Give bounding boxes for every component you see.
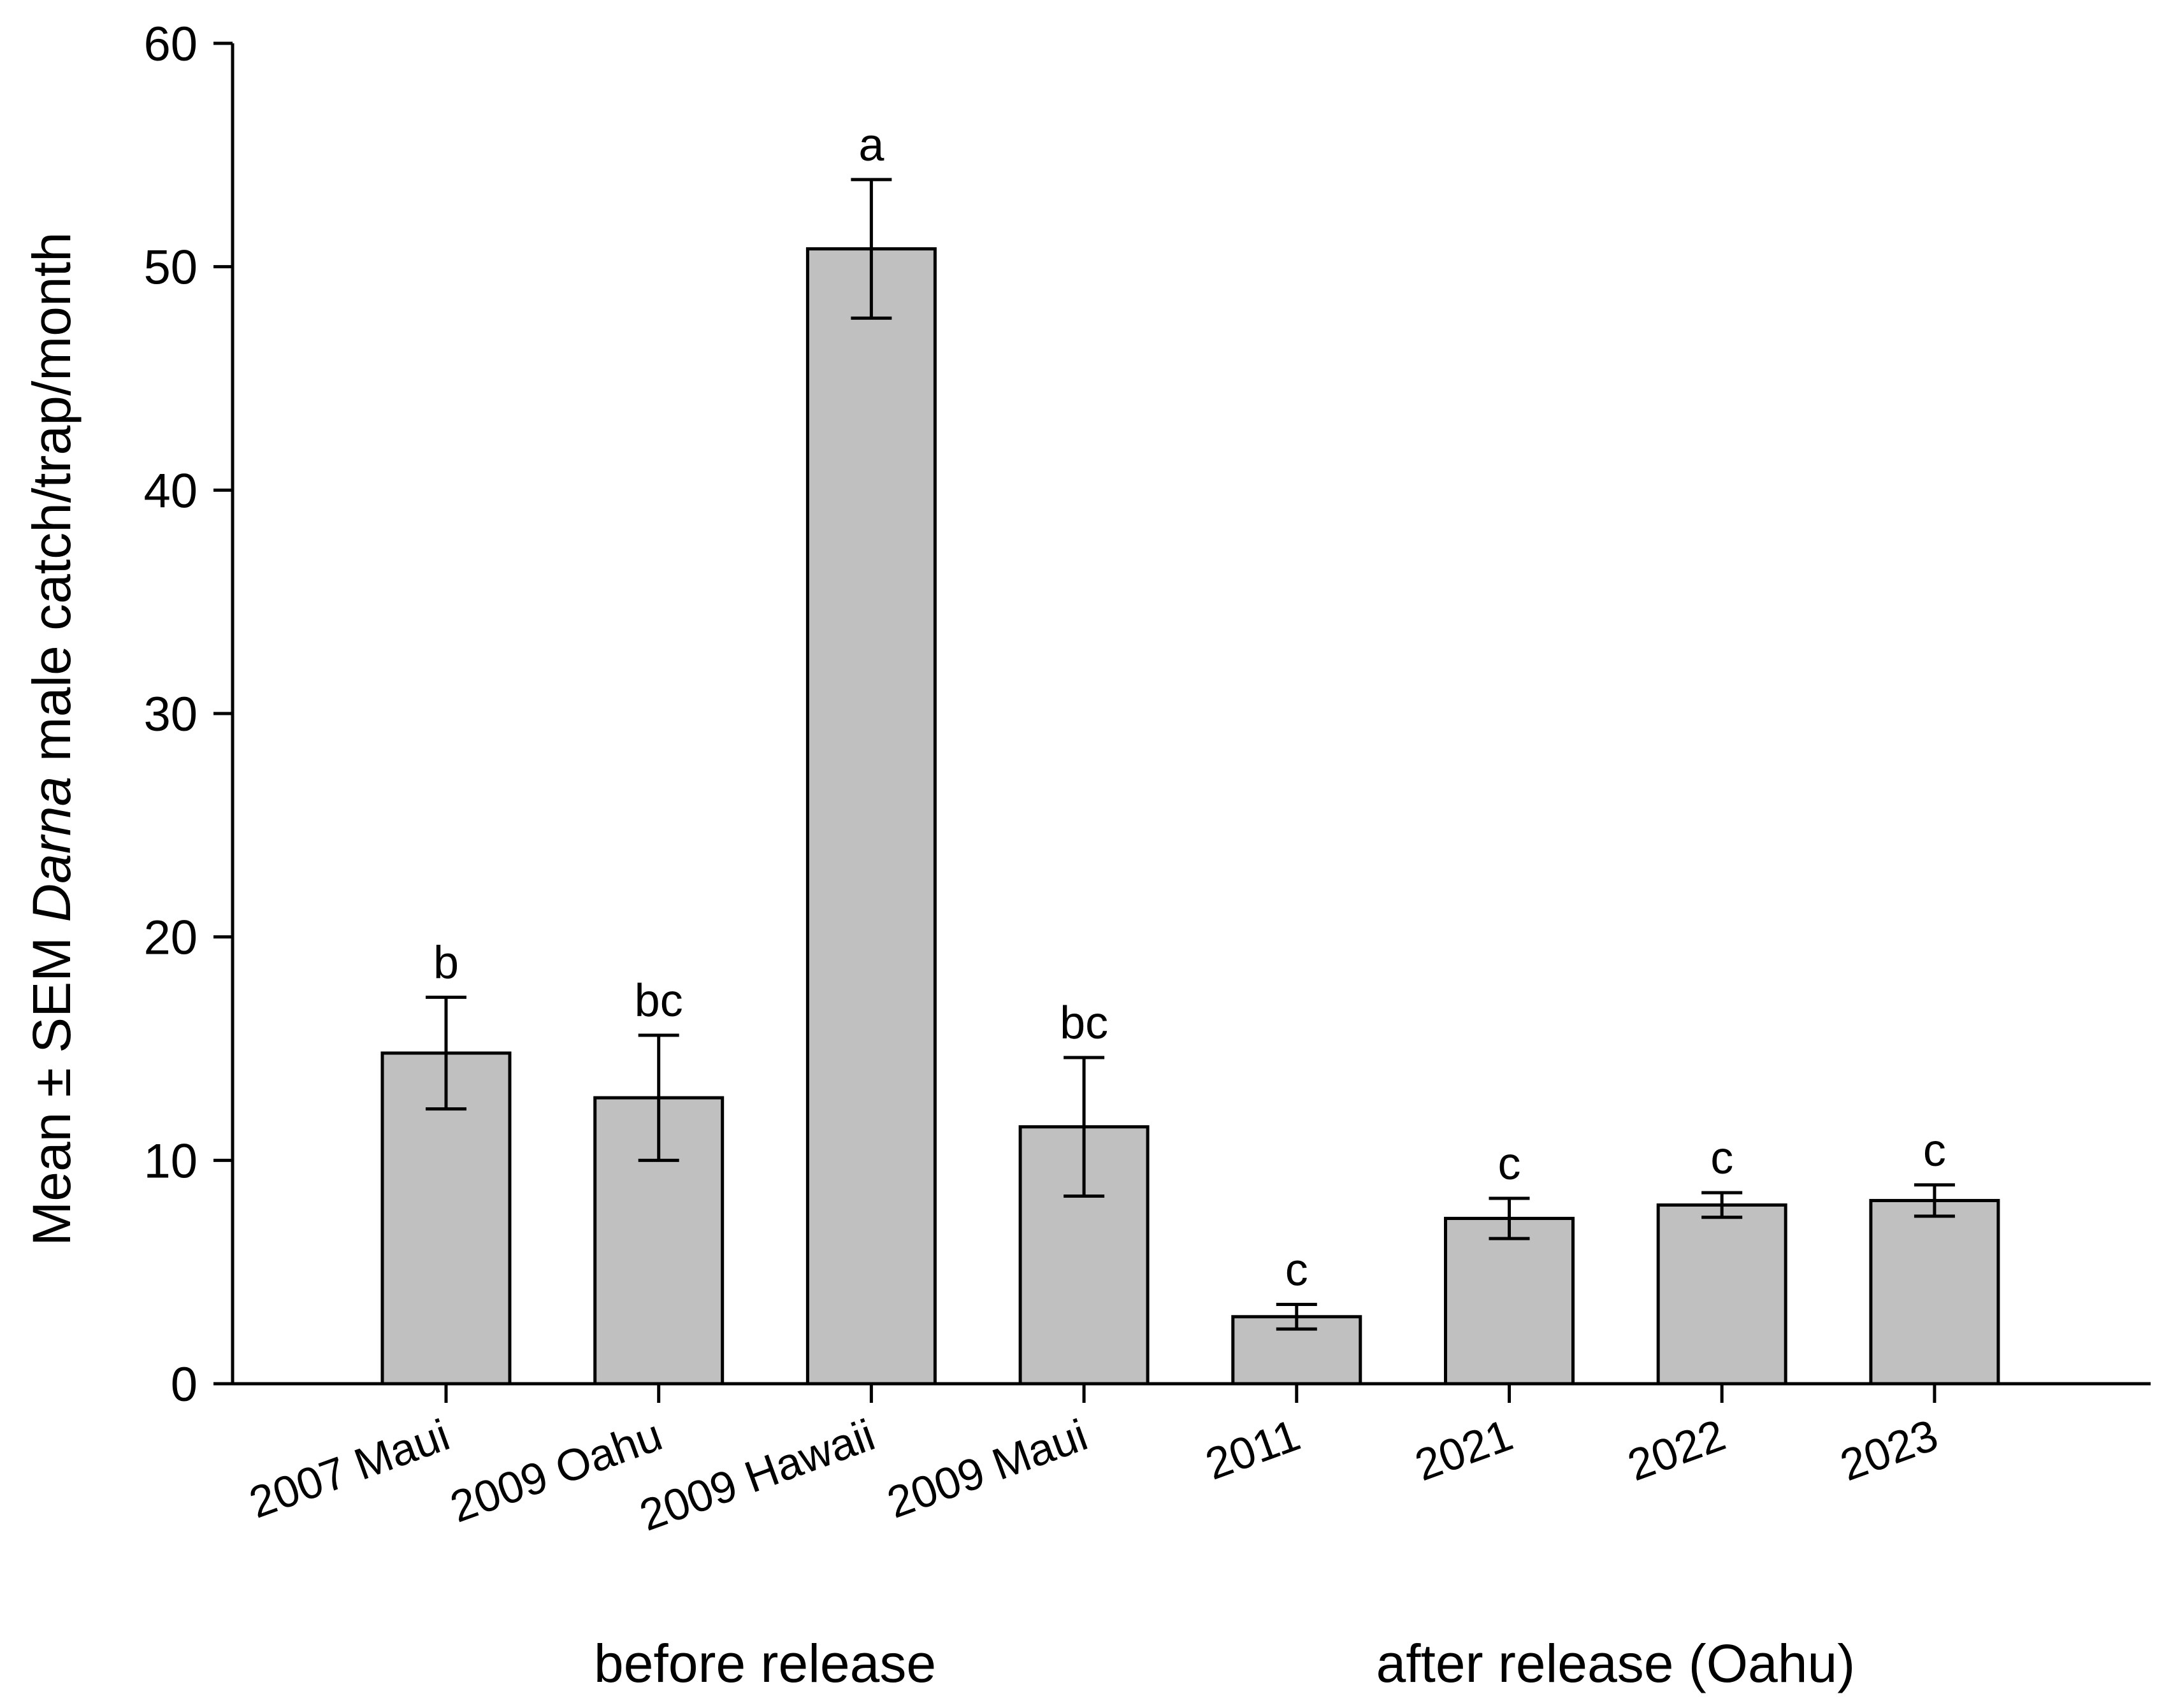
bar [805, 247, 937, 1386]
error-bars-layer [426, 178, 1955, 1331]
y-tick-label: 20 [143, 911, 198, 965]
significance-letter: b [433, 937, 459, 988]
y-tick-label: 30 [143, 687, 198, 742]
x-tick-label: 2009 Oahu [444, 1410, 668, 1532]
x-tick-label: 2021 [1409, 1410, 1519, 1491]
group-labels-layer: before release after release (Oahu) [594, 1633, 1855, 1693]
x-tick-label: 2009 Maui [881, 1410, 1093, 1528]
bar [1656, 1203, 1787, 1386]
significance-letter: c [1498, 1138, 1521, 1189]
y-axis-label: Mean ± SEM Darna male catch/trap/month [22, 232, 82, 1245]
y-tick-label: 50 [143, 241, 198, 295]
x-tick-label: 2022 [1621, 1410, 1731, 1491]
y-axis-label-prefix: Mean ± SEM [22, 922, 82, 1245]
x-tick-label: 2009 Hawaii [633, 1410, 881, 1540]
bar [1231, 1315, 1362, 1386]
group-label: before release [594, 1633, 936, 1693]
x-tick-label: 2011 [1199, 1410, 1306, 1489]
significance-letter: bc [1060, 998, 1108, 1049]
significance-letter: c [1923, 1125, 1946, 1176]
x-tick-label: 2023 [1834, 1410, 1944, 1491]
significance-letter: a [858, 120, 884, 171]
bar [1869, 1198, 2000, 1386]
y-tick-label: 60 [143, 17, 198, 71]
significance-letter: c [1285, 1245, 1308, 1296]
y-ticks-layer: 0 10 20 30 40 50 60 [143, 17, 233, 1412]
y-tick-label: 0 [171, 1358, 198, 1412]
group-label: after release (Oahu) [1376, 1633, 1855, 1693]
bars-layer [380, 247, 2000, 1386]
significance-letter: bc [635, 975, 683, 1026]
bar [1444, 1217, 1575, 1386]
y-axis-label-suffix: male catch/trap/month [22, 232, 82, 776]
significance-letter: c [1710, 1133, 1733, 1184]
y-axis-label-italic: Darna [22, 777, 82, 922]
y-tick-label: 40 [143, 464, 198, 518]
x-tick-label: 2007 Maui [243, 1410, 456, 1528]
y-tick-label: 10 [143, 1134, 198, 1188]
significance-letters-layer: b bc a bc c c c c [433, 120, 1946, 1296]
